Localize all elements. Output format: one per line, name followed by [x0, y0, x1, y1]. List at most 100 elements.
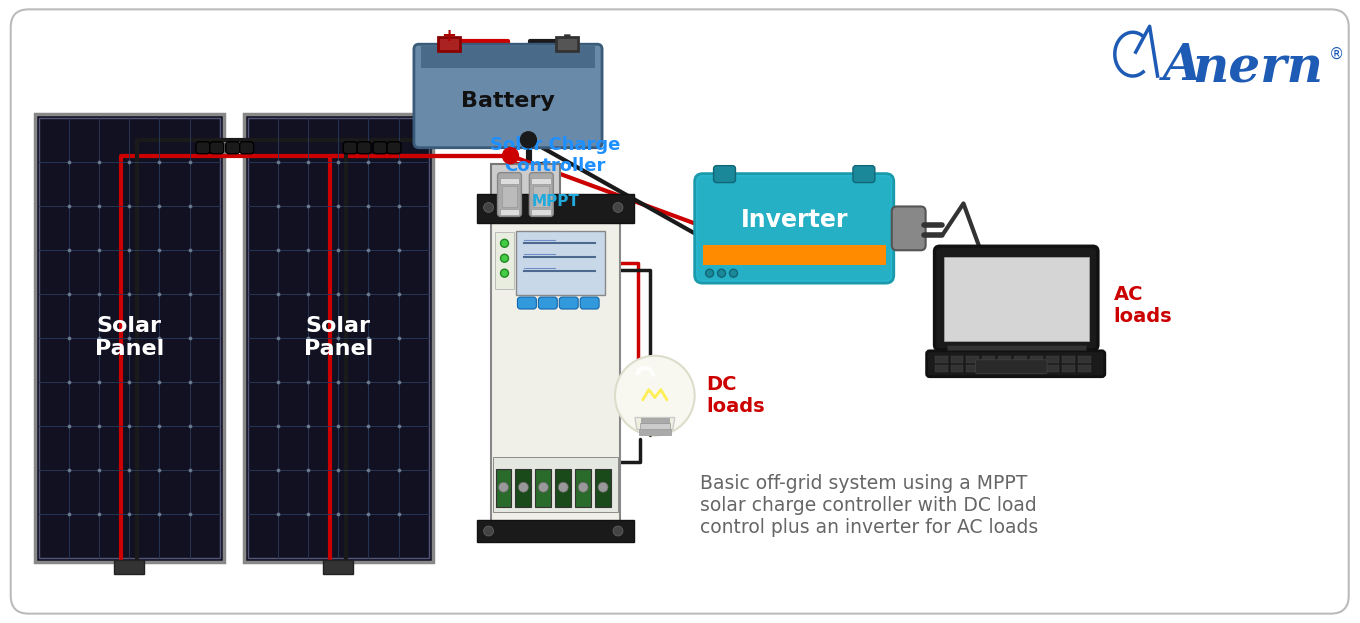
- FancyBboxPatch shape: [532, 178, 551, 184]
- FancyBboxPatch shape: [476, 194, 634, 224]
- Circle shape: [615, 356, 695, 435]
- FancyBboxPatch shape: [420, 46, 596, 68]
- Polygon shape: [635, 417, 675, 429]
- FancyBboxPatch shape: [34, 114, 224, 562]
- FancyBboxPatch shape: [998, 356, 1012, 363]
- FancyBboxPatch shape: [498, 173, 521, 216]
- FancyBboxPatch shape: [944, 257, 1089, 341]
- Circle shape: [521, 132, 536, 148]
- Text: AC
loads: AC loads: [1114, 285, 1172, 326]
- FancyBboxPatch shape: [703, 245, 885, 265]
- FancyBboxPatch shape: [413, 44, 602, 148]
- FancyBboxPatch shape: [1062, 356, 1074, 363]
- FancyBboxPatch shape: [499, 178, 520, 184]
- FancyBboxPatch shape: [951, 356, 963, 363]
- Circle shape: [518, 482, 529, 492]
- FancyBboxPatch shape: [641, 424, 669, 429]
- FancyBboxPatch shape: [358, 142, 371, 154]
- FancyBboxPatch shape: [532, 209, 551, 216]
- FancyBboxPatch shape: [209, 142, 224, 154]
- FancyBboxPatch shape: [581, 297, 600, 309]
- FancyBboxPatch shape: [515, 469, 532, 507]
- FancyBboxPatch shape: [324, 560, 354, 574]
- FancyBboxPatch shape: [517, 231, 605, 295]
- Text: +: +: [441, 27, 456, 45]
- FancyBboxPatch shape: [533, 186, 549, 207]
- FancyBboxPatch shape: [1030, 356, 1043, 363]
- FancyBboxPatch shape: [476, 520, 634, 542]
- FancyBboxPatch shape: [947, 345, 1085, 350]
- Circle shape: [502, 148, 518, 164]
- FancyBboxPatch shape: [967, 364, 979, 372]
- Circle shape: [484, 526, 494, 536]
- FancyBboxPatch shape: [555, 469, 571, 507]
- Circle shape: [598, 482, 608, 492]
- FancyBboxPatch shape: [975, 360, 1047, 374]
- Circle shape: [613, 526, 623, 536]
- FancyBboxPatch shape: [114, 560, 144, 574]
- FancyBboxPatch shape: [998, 364, 1012, 372]
- Text: Inverter: Inverter: [740, 209, 849, 232]
- FancyBboxPatch shape: [926, 351, 1104, 377]
- Circle shape: [578, 482, 588, 492]
- FancyBboxPatch shape: [556, 37, 578, 51]
- FancyBboxPatch shape: [517, 297, 536, 309]
- FancyBboxPatch shape: [714, 166, 736, 183]
- FancyBboxPatch shape: [373, 142, 388, 154]
- FancyBboxPatch shape: [1046, 356, 1059, 363]
- FancyBboxPatch shape: [575, 469, 592, 507]
- FancyBboxPatch shape: [559, 297, 578, 309]
- Circle shape: [499, 482, 509, 492]
- FancyBboxPatch shape: [502, 186, 517, 207]
- FancyBboxPatch shape: [1015, 364, 1027, 372]
- Circle shape: [500, 269, 509, 277]
- FancyBboxPatch shape: [1015, 356, 1027, 363]
- Circle shape: [484, 202, 494, 212]
- FancyBboxPatch shape: [248, 118, 428, 558]
- FancyBboxPatch shape: [853, 166, 874, 183]
- FancyBboxPatch shape: [239, 142, 253, 154]
- FancyBboxPatch shape: [1078, 356, 1091, 363]
- FancyBboxPatch shape: [951, 364, 963, 372]
- FancyBboxPatch shape: [495, 469, 511, 507]
- Circle shape: [500, 254, 509, 262]
- FancyBboxPatch shape: [38, 118, 220, 558]
- FancyBboxPatch shape: [934, 364, 948, 372]
- FancyBboxPatch shape: [596, 469, 611, 507]
- Text: Solar
Panel: Solar Panel: [303, 316, 373, 359]
- Circle shape: [539, 482, 548, 492]
- FancyBboxPatch shape: [982, 356, 996, 363]
- FancyBboxPatch shape: [492, 457, 617, 512]
- FancyBboxPatch shape: [491, 164, 560, 224]
- FancyBboxPatch shape: [982, 364, 996, 372]
- FancyBboxPatch shape: [491, 214, 620, 522]
- FancyBboxPatch shape: [641, 417, 669, 424]
- FancyBboxPatch shape: [196, 142, 209, 154]
- FancyBboxPatch shape: [1062, 364, 1074, 372]
- Text: nern: nern: [1193, 45, 1323, 93]
- FancyBboxPatch shape: [934, 246, 1098, 350]
- FancyBboxPatch shape: [967, 356, 979, 363]
- Circle shape: [729, 269, 737, 277]
- FancyBboxPatch shape: [892, 206, 926, 250]
- FancyBboxPatch shape: [539, 297, 558, 309]
- Text: DC
loads: DC loads: [707, 375, 766, 416]
- FancyBboxPatch shape: [1046, 364, 1059, 372]
- FancyBboxPatch shape: [495, 232, 514, 289]
- FancyBboxPatch shape: [438, 37, 460, 51]
- FancyBboxPatch shape: [343, 142, 358, 154]
- FancyBboxPatch shape: [499, 209, 520, 216]
- FancyBboxPatch shape: [388, 142, 401, 154]
- Text: MPPT: MPPT: [532, 194, 579, 209]
- Circle shape: [558, 482, 568, 492]
- FancyBboxPatch shape: [934, 356, 948, 363]
- Text: -: -: [563, 26, 571, 46]
- Text: Solar Charge
Controller: Solar Charge Controller: [490, 136, 620, 175]
- FancyBboxPatch shape: [695, 174, 894, 283]
- FancyBboxPatch shape: [529, 173, 554, 216]
- FancyBboxPatch shape: [698, 176, 891, 280]
- Circle shape: [500, 239, 509, 247]
- FancyBboxPatch shape: [1030, 364, 1043, 372]
- FancyBboxPatch shape: [11, 9, 1349, 614]
- FancyBboxPatch shape: [226, 142, 239, 154]
